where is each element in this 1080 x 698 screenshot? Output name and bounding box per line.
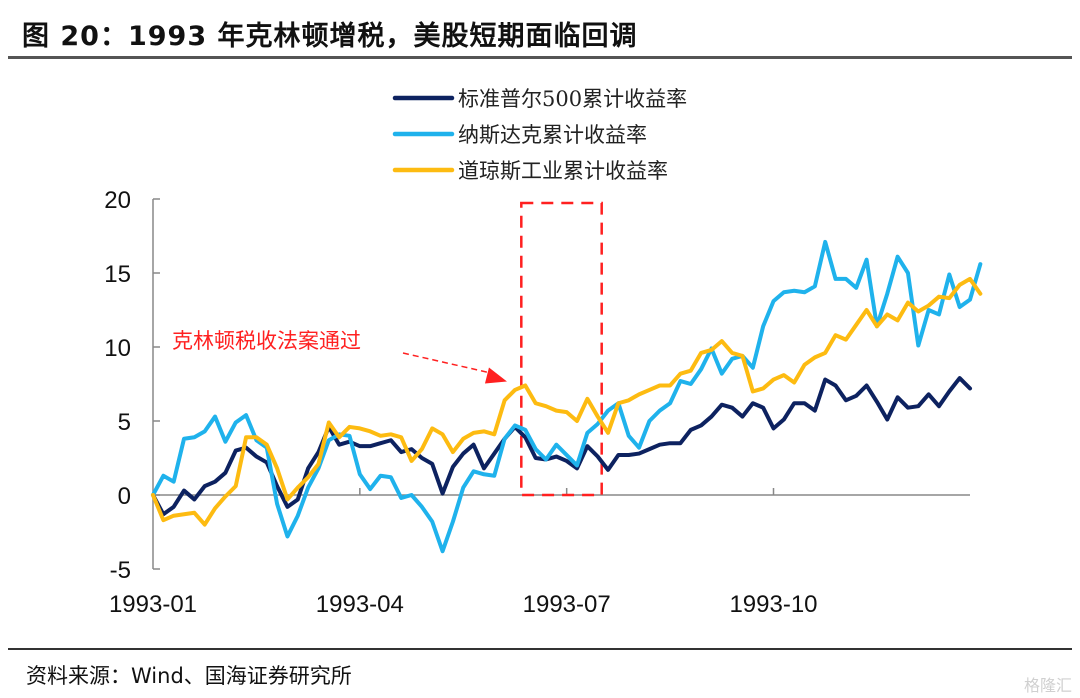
series-line-sp500 [151, 376, 972, 517]
x-tick-label: 1993-01 [109, 591, 197, 618]
annotation-arrow-line [402, 352, 494, 375]
series-line-nasdaq [151, 239, 983, 554]
legend-label-nasdaq: 纳斯达克累计收益率 [458, 123, 647, 147]
top-divider [8, 56, 1072, 59]
figure-title: 图 20：1993 年克林顿增税，美股短期面临回调 [22, 21, 638, 52]
x-tick-label: 1993-07 [523, 591, 611, 618]
y-tick-label: 20 [104, 187, 131, 214]
x-tick-label: 1993-10 [729, 591, 817, 618]
source-note: 资料来源：Wind、国海证券研究所 [26, 664, 352, 688]
legend-label-sp500: 标准普尔500累计收益率 [458, 87, 687, 111]
bottom-divider [8, 648, 1072, 650]
y-tick-label: 15 [104, 261, 131, 288]
axes: -5 0 5 10 15 20 1993-01 1993-04 1993-07 1993-10 [104, 187, 970, 618]
annotation-arrow-head [484, 367, 507, 384]
watermark-logo: 格隆汇 [1023, 676, 1072, 695]
dashed-highlight-rect [520, 201, 603, 497]
series-line-dow [151, 276, 983, 527]
legend-label-dow: 道琼斯工业累计收益率 [458, 159, 668, 183]
highlight-box [520, 201, 603, 497]
y-tick-label: 0 [118, 483, 131, 510]
y-tick-label: 10 [104, 335, 131, 362]
y-tick-label: -5 [110, 557, 131, 584]
series-lines [151, 239, 983, 554]
y-tick-label: 5 [118, 409, 131, 436]
annotation-text: 克林顿税收法案通过 [172, 329, 361, 353]
annotation: 克林顿税收法案通过 [172, 329, 507, 384]
x-tick-label: 1993-04 [316, 591, 404, 618]
